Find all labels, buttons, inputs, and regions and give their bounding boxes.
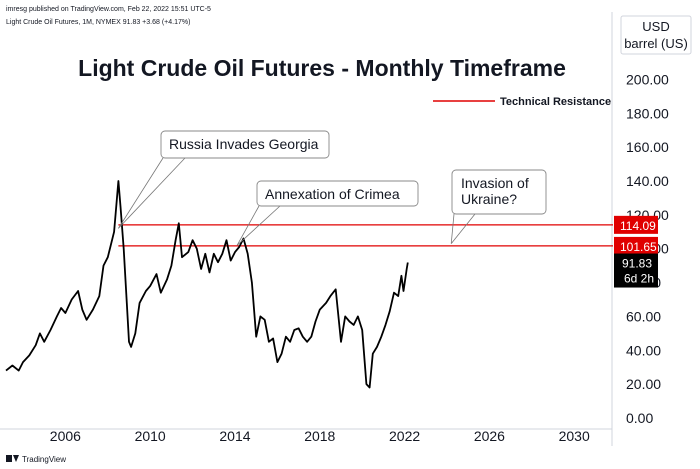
unit-line-2: barrel (US) bbox=[624, 36, 688, 51]
countdown-label: 6d 2h bbox=[624, 272, 654, 286]
callout-pointer bbox=[236, 205, 281, 246]
callout-box bbox=[256, 180, 419, 207]
resistance-tag-label: 101.65 bbox=[620, 240, 657, 254]
y-tick-label: 40.00 bbox=[626, 342, 661, 358]
unit-box bbox=[620, 15, 692, 55]
unit-line-1: USD bbox=[642, 19, 669, 34]
y-tick-label: 140.00 bbox=[626, 173, 669, 189]
x-tick-label: 2006 bbox=[50, 428, 81, 444]
last-price-tag bbox=[614, 253, 658, 288]
y-tick-label: 0.00 bbox=[626, 410, 653, 426]
attribution-text: imresg published on TradingView.com, Feb… bbox=[6, 6, 211, 13]
y-tick-label: 60.00 bbox=[626, 308, 661, 324]
price-series bbox=[5, 180, 409, 389]
chart-title: Light Crude Oil Futures - Monthly Timefr… bbox=[78, 55, 566, 81]
callout-box bbox=[160, 130, 330, 159]
x-tick-label: 2010 bbox=[135, 428, 166, 444]
logo-mark-icon bbox=[6, 455, 12, 462]
footer-brand: TradingView bbox=[22, 455, 66, 464]
x-tick-label: 2018 bbox=[304, 428, 335, 444]
callout-pointer bbox=[118, 157, 186, 229]
last-price-label: 91.83 bbox=[622, 257, 652, 271]
resistance-tag bbox=[614, 236, 658, 255]
callout-pointer bbox=[236, 205, 260, 246]
x-tick-label: 2026 bbox=[474, 428, 505, 444]
resistance-tag bbox=[614, 215, 658, 234]
callout-pointer bbox=[118, 157, 164, 229]
y-tick-label: 180.00 bbox=[626, 105, 669, 121]
x-tick-label: 2030 bbox=[559, 428, 590, 444]
x-axis-ticks: 2006 2010 2014 2018 2022 2026 2030 bbox=[50, 428, 590, 444]
tradingview-logo bbox=[6, 455, 19, 462]
x-tick-label: 2022 bbox=[389, 428, 420, 444]
callout-pointer bbox=[450, 213, 476, 244]
price-line bbox=[5, 180, 409, 389]
callout-text: Invasion of Ukraine? bbox=[461, 175, 529, 207]
logo-triangle-icon bbox=[13, 455, 19, 462]
callout-text: Russia Invades Georgia bbox=[169, 136, 319, 152]
callout-pointer bbox=[450, 213, 455, 244]
symbol-line: Light Crude Oil Futures, 1M, NYMEX 91.83… bbox=[6, 19, 190, 26]
callout-text: Annexation of Crimea bbox=[265, 186, 400, 202]
resistance-lines bbox=[118, 224, 613, 247]
resistance-tag-label: 114.09 bbox=[620, 219, 656, 233]
legend-label: Technical Resistance bbox=[500, 96, 611, 108]
x-tick-label: 2014 bbox=[219, 428, 250, 444]
annotation-callouts: Russia Invades Georgia Annexation of Crim… bbox=[118, 130, 547, 246]
y-tick-label: 20.00 bbox=[626, 376, 661, 392]
y-tick-label: 160.00 bbox=[626, 139, 669, 155]
callout-box bbox=[451, 169, 547, 215]
y-tick-label: 200.00 bbox=[626, 71, 669, 87]
